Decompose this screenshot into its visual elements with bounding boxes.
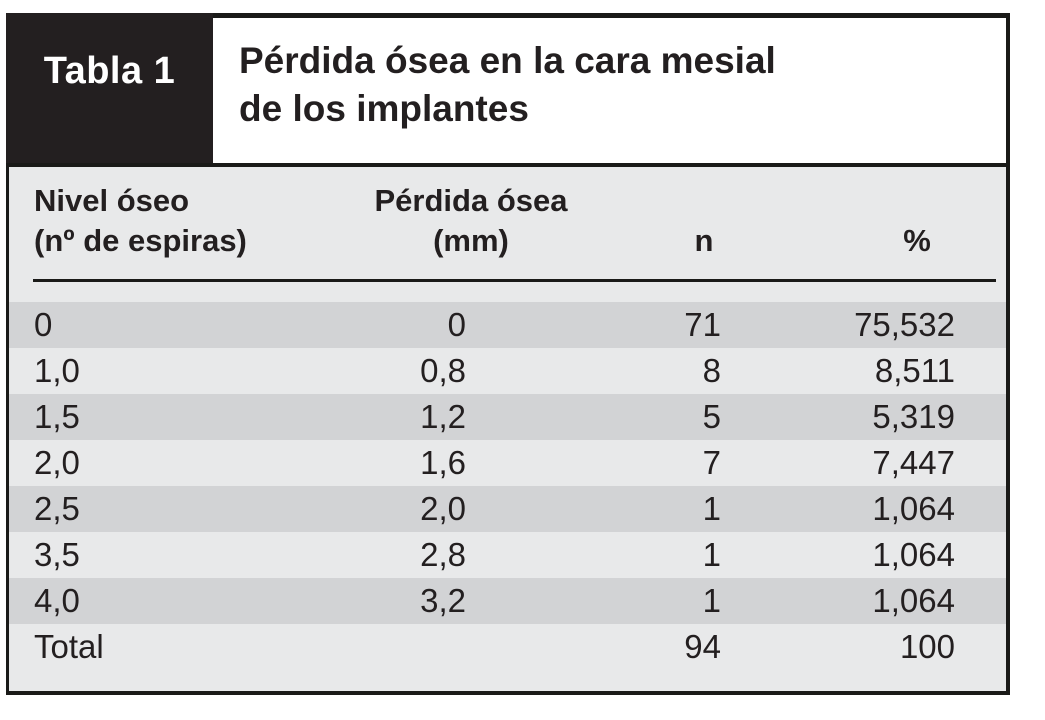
cell-perdida-mm: 0 (447, 306, 466, 343)
column-header-nivel-line1: Nivel óseo (34, 183, 190, 218)
cell-percent: 5,319 (872, 398, 955, 435)
cell-perdida-mm: 2,0 (420, 490, 466, 527)
table-row: 0 0 71 75,532 (9, 302, 1006, 348)
cell-perdida-mm: 0,8 (420, 352, 466, 389)
table-title-line2: de los implantes (239, 88, 529, 129)
cell-nivel: Total (34, 628, 104, 665)
column-header-nivel-line2: (nº de espiras) (34, 223, 247, 258)
column-header-perdida-osea: Pérdida ósea (mm) (347, 181, 595, 261)
cell-n: 5 (702, 398, 721, 435)
column-header-row: Nivel óseo (nº de espiras) Pérdida ósea … (9, 167, 1006, 279)
cell-perdida-mm: 1,2 (420, 398, 466, 435)
cell-n: 7 (702, 444, 721, 481)
cell-percent: 1,064 (872, 582, 955, 619)
table-title-line1: Pérdida ósea en la cara mesial (239, 40, 776, 81)
cell-nivel: 3,5 (34, 536, 80, 573)
cell-n: 94 (684, 628, 721, 665)
table-row-total: Total 94 100 (9, 624, 1006, 670)
table-title: Pérdida ósea en la cara mesial de los im… (213, 13, 1010, 163)
column-header-n: n (694, 223, 714, 258)
table-tag: Tabla 1 (6, 13, 213, 163)
cell-n: 1 (702, 582, 721, 619)
cell-nivel: 1,0 (34, 352, 80, 389)
cell-nivel: 4,0 (34, 582, 80, 619)
cell-percent: 1,064 (872, 490, 955, 527)
cell-perdida-mm: 2,8 (420, 536, 466, 573)
header-spacer (9, 282, 1006, 302)
column-header-perdida-line1: Pérdida ósea (374, 183, 568, 218)
table-row: 4,0 3,2 1 1,064 (9, 578, 1006, 624)
cell-nivel: 1,5 (34, 398, 80, 435)
cell-n: 8 (702, 352, 721, 389)
column-header-perdida-line2: (mm) (433, 223, 509, 258)
table-row: 1,0 0,8 8 8,511 (9, 348, 1006, 394)
table-row: 3,5 2,8 1 1,064 (9, 532, 1006, 578)
cell-perdida-mm: 3,2 (420, 582, 466, 619)
cell-percent: 100 (899, 628, 955, 665)
cell-percent: 75,532 (854, 306, 955, 343)
cell-n: 1 (702, 536, 721, 573)
cell-perdida-mm: 1,6 (420, 444, 466, 481)
column-header-percent: % (903, 223, 931, 258)
table-row: 1,5 1,2 5 5,319 (9, 394, 1006, 440)
table-body: Nivel óseo (nº de espiras) Pérdida ósea … (6, 163, 1010, 695)
cell-nivel: 2,0 (34, 444, 80, 481)
table-header-band: Tabla 1 Pérdida ósea en la cara mesial d… (6, 13, 1010, 163)
cell-nivel: 2,5 (34, 490, 80, 527)
cell-nivel: 0 (34, 306, 53, 343)
header-rule (33, 279, 996, 282)
column-header-nivel-oseo: Nivel óseo (nº de espiras) (34, 181, 247, 261)
bottom-spacer (9, 670, 1006, 691)
cell-percent: 7,447 (872, 444, 955, 481)
cell-n: 1 (702, 490, 721, 527)
table-row: 2,0 1,6 7 7,447 (9, 440, 1006, 486)
cell-percent: 1,064 (872, 536, 955, 573)
figure-table-1: Tabla 1 Pérdida ósea en la cara mesial d… (6, 13, 1010, 695)
cell-n: 71 (684, 306, 721, 343)
cell-percent: 8,511 (874, 352, 955, 389)
table-row: 2,5 2,0 1 1,064 (9, 486, 1006, 532)
